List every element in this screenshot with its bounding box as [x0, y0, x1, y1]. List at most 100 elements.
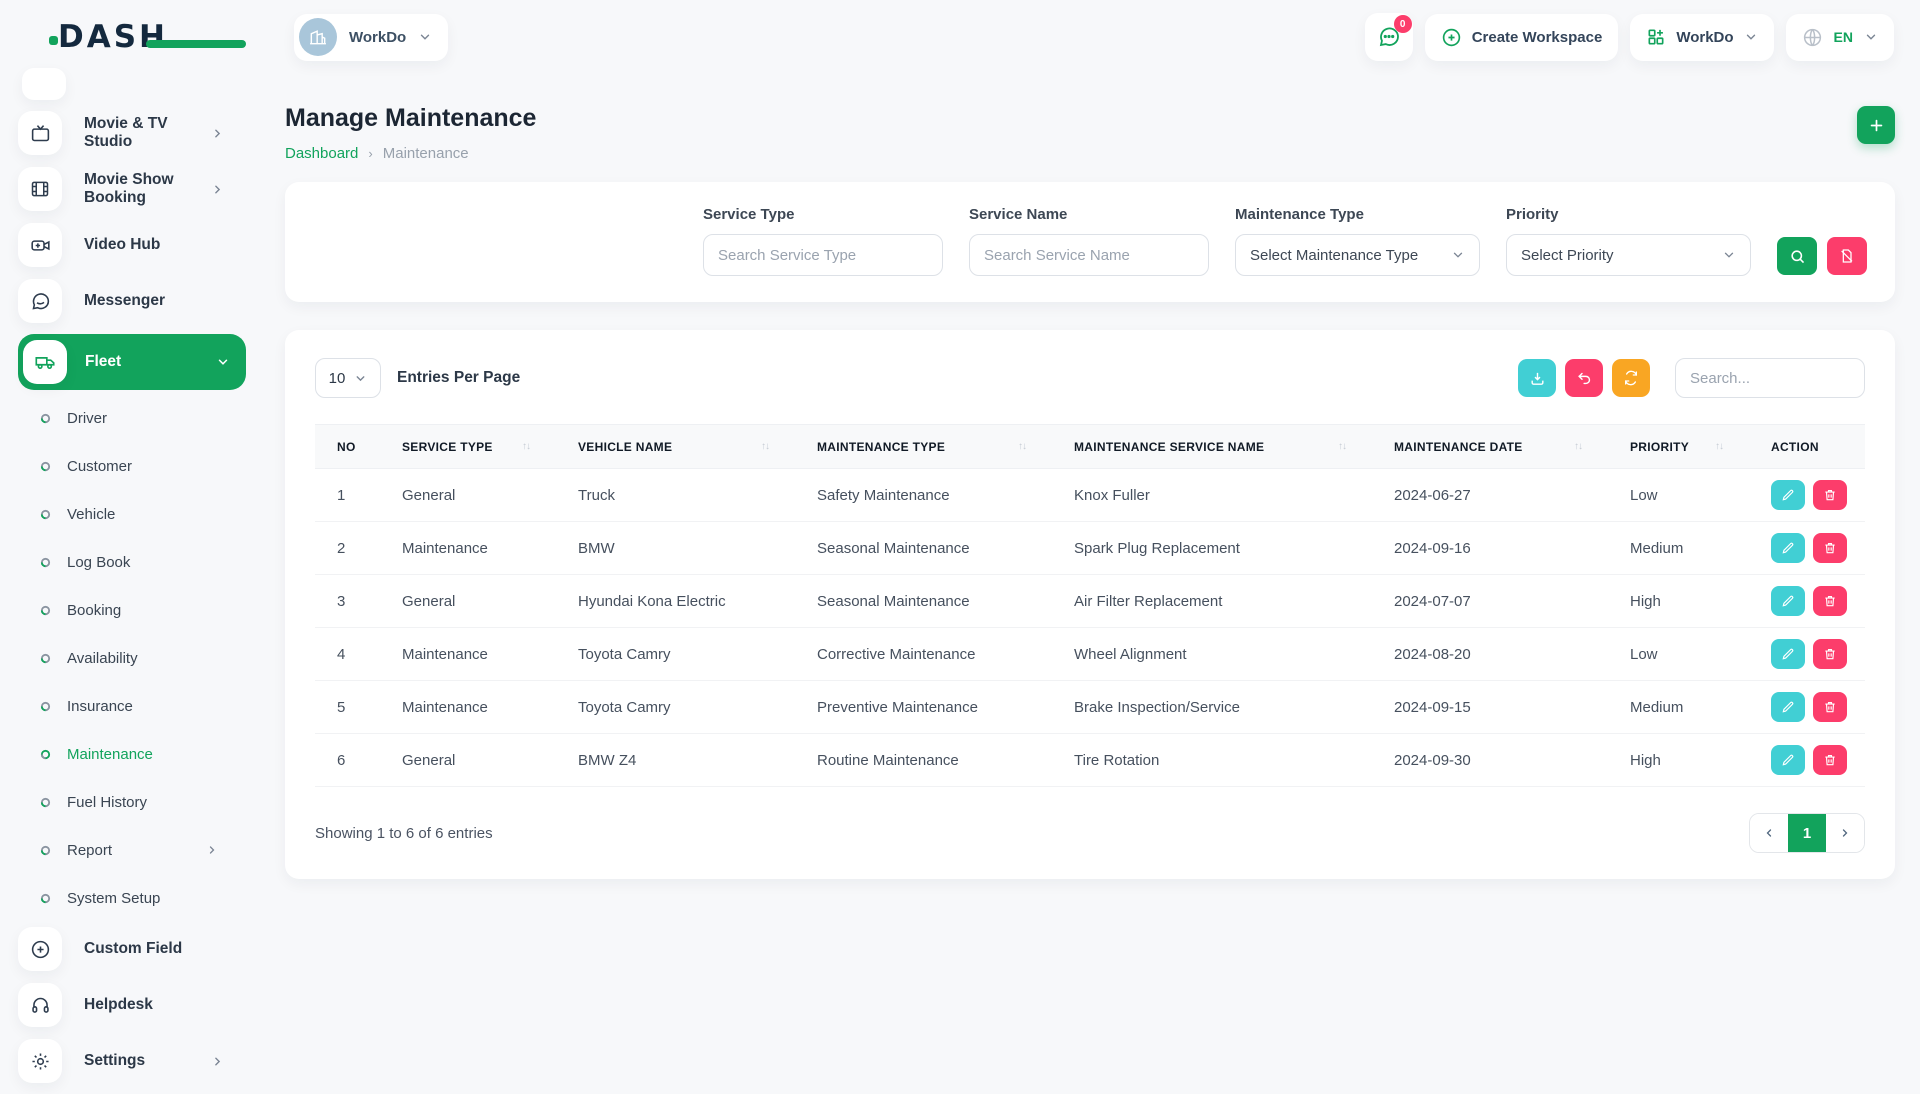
bullet-icon — [40, 653, 51, 664]
cell-service-type: General — [380, 733, 556, 787]
plus-circle-icon — [1441, 27, 1462, 48]
sidebar-subitem-report[interactable]: Report — [22, 830, 258, 870]
previous-page-button[interactable] — [1750, 814, 1788, 852]
table-search-input[interactable] — [1675, 358, 1865, 398]
column-header-service-type[interactable]: SERVICE TYPE ↑↓ — [380, 425, 556, 469]
column-header-priority[interactable]: PRIORITY ↑↓ — [1608, 425, 1749, 469]
create-workspace-button[interactable]: Create Workspace — [1424, 13, 1619, 61]
priority-value: Select Priority — [1521, 246, 1614, 264]
delete-button[interactable] — [1813, 692, 1847, 722]
sidebar-item-fleet[interactable]: Fleet — [18, 334, 246, 390]
app-logo[interactable]: DASH — [49, 19, 258, 55]
building-icon — [308, 27, 328, 47]
sort-icon[interactable]: ↑↓ — [1574, 441, 1583, 452]
grid-plus-icon — [1646, 27, 1666, 47]
delete-button[interactable] — [1813, 480, 1847, 510]
bullet-icon — [40, 893, 51, 904]
edit-button[interactable] — [1771, 639, 1805, 669]
sidebar-subitem-log-book[interactable]: Log Book — [22, 542, 258, 582]
cell-service-type: General — [380, 574, 556, 628]
chevron-right-icon — [211, 127, 224, 140]
create-workspace-label: Create Workspace — [1471, 28, 1603, 46]
add-maintenance-button[interactable] — [1857, 106, 1895, 144]
apply-filter-button[interactable] — [1777, 237, 1817, 275]
edit-button[interactable] — [1771, 533, 1805, 563]
edit-button[interactable] — [1771, 480, 1805, 510]
sidebar-subitem-maintenance[interactable]: Maintenance — [22, 734, 258, 774]
account-menu-label: WorkDo — [1676, 28, 1734, 46]
sort-icon[interactable]: ↑↓ — [761, 441, 770, 452]
sort-icon[interactable]: ↑↓ — [1715, 441, 1724, 452]
logo-text: DASH — [58, 19, 168, 55]
sidebar-item-helpdesk[interactable]: Helpdesk — [18, 982, 258, 1028]
cell-actions — [1749, 574, 1865, 628]
column-header-maintenance-service-name[interactable]: MAINTENANCE SERVICE NAME ↑↓ — [1052, 425, 1372, 469]
edit-button[interactable] — [1771, 745, 1805, 775]
next-page-button[interactable] — [1826, 814, 1864, 852]
column-header-vehicle-name[interactable]: VEHICLE NAME ↑↓ — [556, 425, 795, 469]
reset-button[interactable] — [1565, 359, 1603, 397]
film-icon — [18, 167, 62, 211]
sidebar-item-label: Custom Field — [84, 940, 183, 957]
sidebar-subitem-driver[interactable]: Driver — [22, 398, 258, 438]
sidebar-item-movie-tv-studio[interactable]: Movie & TV Studio — [18, 110, 258, 156]
sidebar-subitem-availability[interactable]: Availability — [22, 638, 258, 678]
sidebar-item-custom-field[interactable]: Custom Field — [18, 926, 258, 972]
sidebar-item-video-hub[interactable]: Video Hub — [18, 222, 258, 268]
refresh-button[interactable] — [1612, 359, 1650, 397]
sidebar-subitem-fuel-history[interactable]: Fuel History — [22, 782, 258, 822]
sidebar-subitem-customer[interactable]: Customer — [22, 446, 258, 486]
filter-maintenance-type: Maintenance Type Select Maintenance Type — [1235, 206, 1480, 276]
cell-vehicle-name: Toyota Camry — [556, 627, 795, 681]
sidebar-item-settings[interactable]: Settings — [18, 1038, 258, 1084]
fleet-van-icon — [23, 340, 67, 384]
table-controls: 10 Entries Per Page — [315, 358, 1865, 398]
sort-icon[interactable]: ↑↓ — [522, 441, 531, 452]
sidebar-item-movie-show-booking[interactable]: Movie Show Booking — [18, 166, 258, 212]
maintenance-type-value: Select Maintenance Type — [1250, 246, 1419, 264]
sidebar-subitem-insurance[interactable]: Insurance — [22, 686, 258, 726]
sidebar-subitem-label: Log Book — [67, 553, 131, 571]
delete-button[interactable] — [1813, 533, 1847, 563]
current-page-button[interactable]: 1 — [1788, 814, 1826, 852]
sidebar-item-label: Messenger — [84, 292, 165, 309]
filter-panel: Service Type Service Name Maintenance Ty… — [285, 182, 1895, 302]
sidebar-subitem-system-setup[interactable]: System Setup — [22, 878, 258, 918]
workspace-selector[interactable]: WorkDo — [294, 13, 449, 61]
language-selector[interactable]: EN — [1785, 13, 1894, 61]
messages-button[interactable]: 0 — [1364, 13, 1413, 61]
entries-per-page-select[interactable]: 10 — [315, 358, 381, 398]
chevron-right-icon — [211, 1055, 224, 1068]
cell-date: 2024-09-15 — [1372, 680, 1608, 734]
sort-icon[interactable]: ↑↓ — [1338, 441, 1347, 452]
breadcrumb-dashboard-link[interactable]: Dashboard — [285, 145, 359, 162]
sidebar-item-label: Movie & TV Studio — [84, 115, 168, 150]
edit-button[interactable] — [1771, 692, 1805, 722]
sidebar-subitem-vehicle[interactable]: Vehicle — [22, 494, 258, 534]
sidebar-item-messenger[interactable]: Messenger — [18, 278, 258, 324]
cell-actions — [1749, 733, 1865, 787]
priority-select[interactable]: Select Priority — [1506, 234, 1751, 276]
table-header-row: NO SERVICE TYPE ↑↓ VEHICLE NAME ↑↓ MAINTEN… — [315, 424, 1865, 469]
column-header-maintenance-date[interactable]: MAINTENANCE DATE ↑↓ — [1372, 425, 1608, 469]
sort-icon[interactable]: ↑↓ — [1018, 441, 1027, 452]
sidebar-subitem-booking[interactable]: Booking — [22, 590, 258, 630]
delete-button[interactable] — [1813, 586, 1847, 616]
cell-service-type: Maintenance — [380, 521, 556, 575]
service-name-input[interactable] — [969, 234, 1209, 276]
account-menu[interactable]: WorkDo — [1630, 13, 1774, 61]
undo-arrow-icon — [1576, 370, 1593, 387]
edit-button[interactable] — [1771, 586, 1805, 616]
maintenance-type-select[interactable]: Select Maintenance Type — [1235, 234, 1480, 276]
sidebar-item-label: Movie Show Booking — [84, 171, 174, 206]
plus-circle-icon — [18, 927, 62, 971]
service-type-input[interactable] — [703, 234, 943, 276]
column-header-maintenance-type[interactable]: MAINTENANCE TYPE ↑↓ — [795, 425, 1052, 469]
clear-filter-button[interactable] — [1827, 237, 1867, 275]
delete-button[interactable] — [1813, 745, 1847, 775]
export-button[interactable] — [1518, 359, 1556, 397]
entries-summary: Showing 1 to 6 of 6 entries — [315, 824, 493, 842]
delete-button[interactable] — [1813, 639, 1847, 669]
cell-service-name: Tire Rotation — [1052, 733, 1372, 787]
video-camera-icon — [18, 223, 62, 267]
